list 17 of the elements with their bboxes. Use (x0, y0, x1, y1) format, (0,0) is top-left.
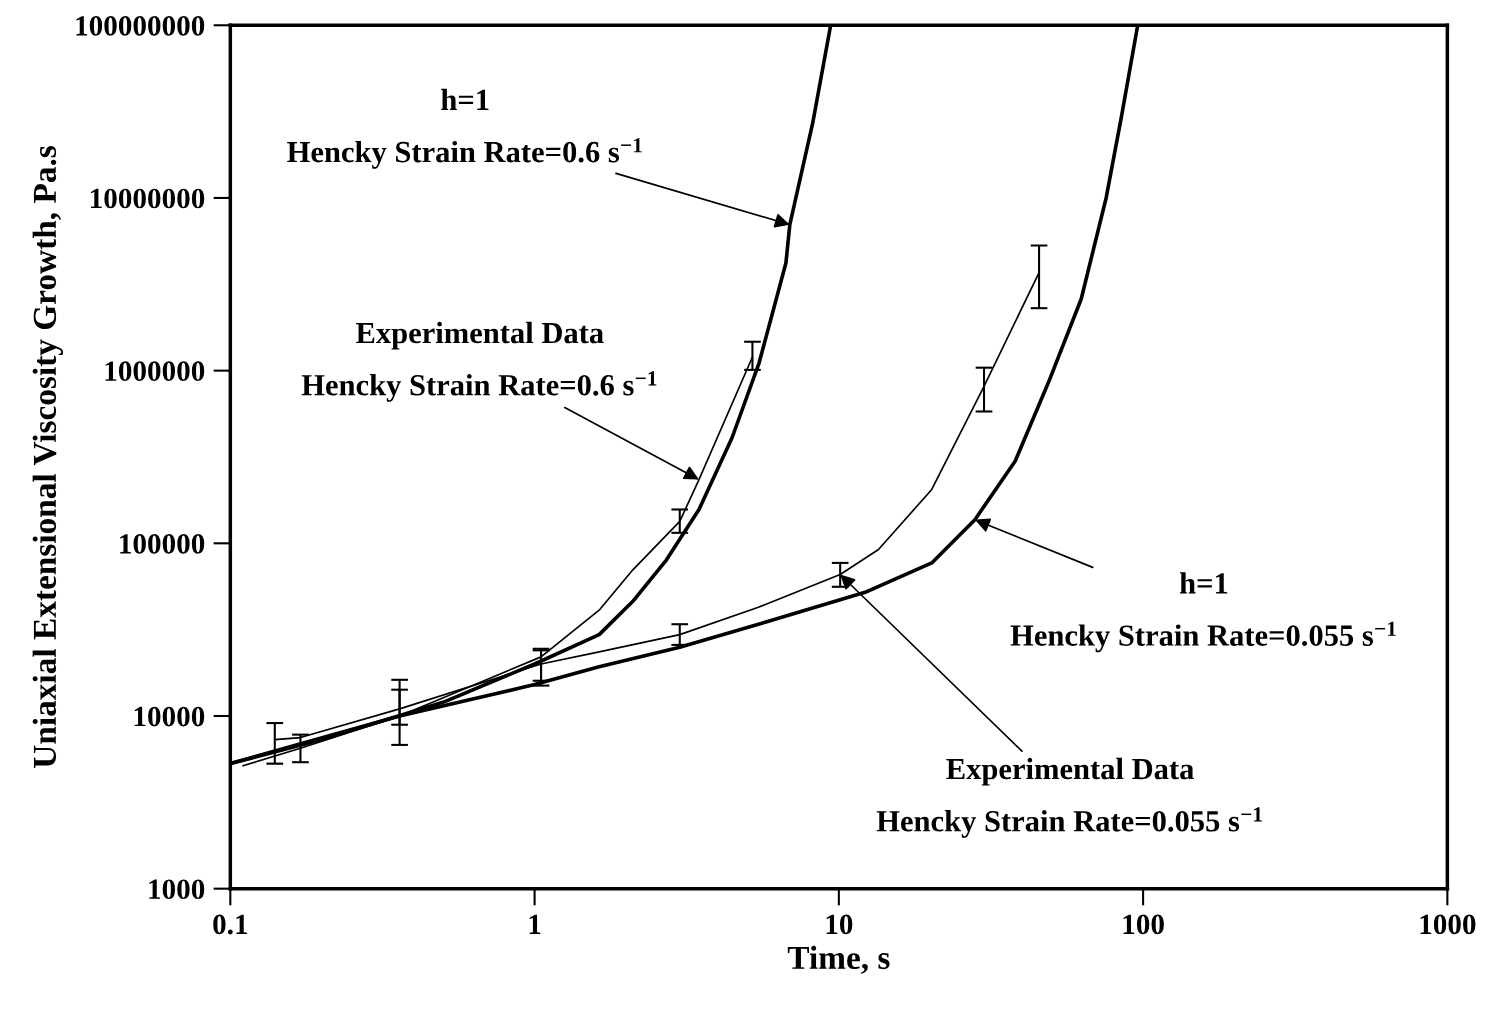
x-tick-label: 1 (529, 914, 541, 934)
y-tick-label: 10000000 (91, 188, 205, 209)
annotation: Experimental Data Hencky Strain Rate=0.055 s$^{−1}$ (876, 757, 1262, 838)
annotation: Experimental Data Hencky Strain Rate=0.6 s$^{−1}$ (301, 321, 657, 402)
annotation: h=1 Hencky Strain Rate=0.055 s$^{−1}$ (1010, 572, 1396, 653)
y-tick-label: 1000000 (105, 361, 205, 382)
y-tick-label: 100000 (120, 534, 205, 554)
x-tick-label: 1000 (1420, 914, 1476, 935)
x-tick-label: 100 (1123, 914, 1164, 935)
y-axis-title: Uniaxial Extensional Viscosity Growth, Pa.s (32, 146, 63, 768)
x-tick-label: 0.1 (213, 914, 248, 935)
y-tick-label: 100000000 (76, 16, 205, 36)
annotation: h=1 Hencky Strain Rate=0.6 s$^{−1}$ (287, 88, 642, 169)
y-tick-label: 10000 (134, 706, 205, 727)
x-tick-label: 10 (826, 914, 853, 935)
x-axis-title: Time, s (787, 945, 890, 974)
y-tick-label: 1000 (149, 879, 205, 900)
